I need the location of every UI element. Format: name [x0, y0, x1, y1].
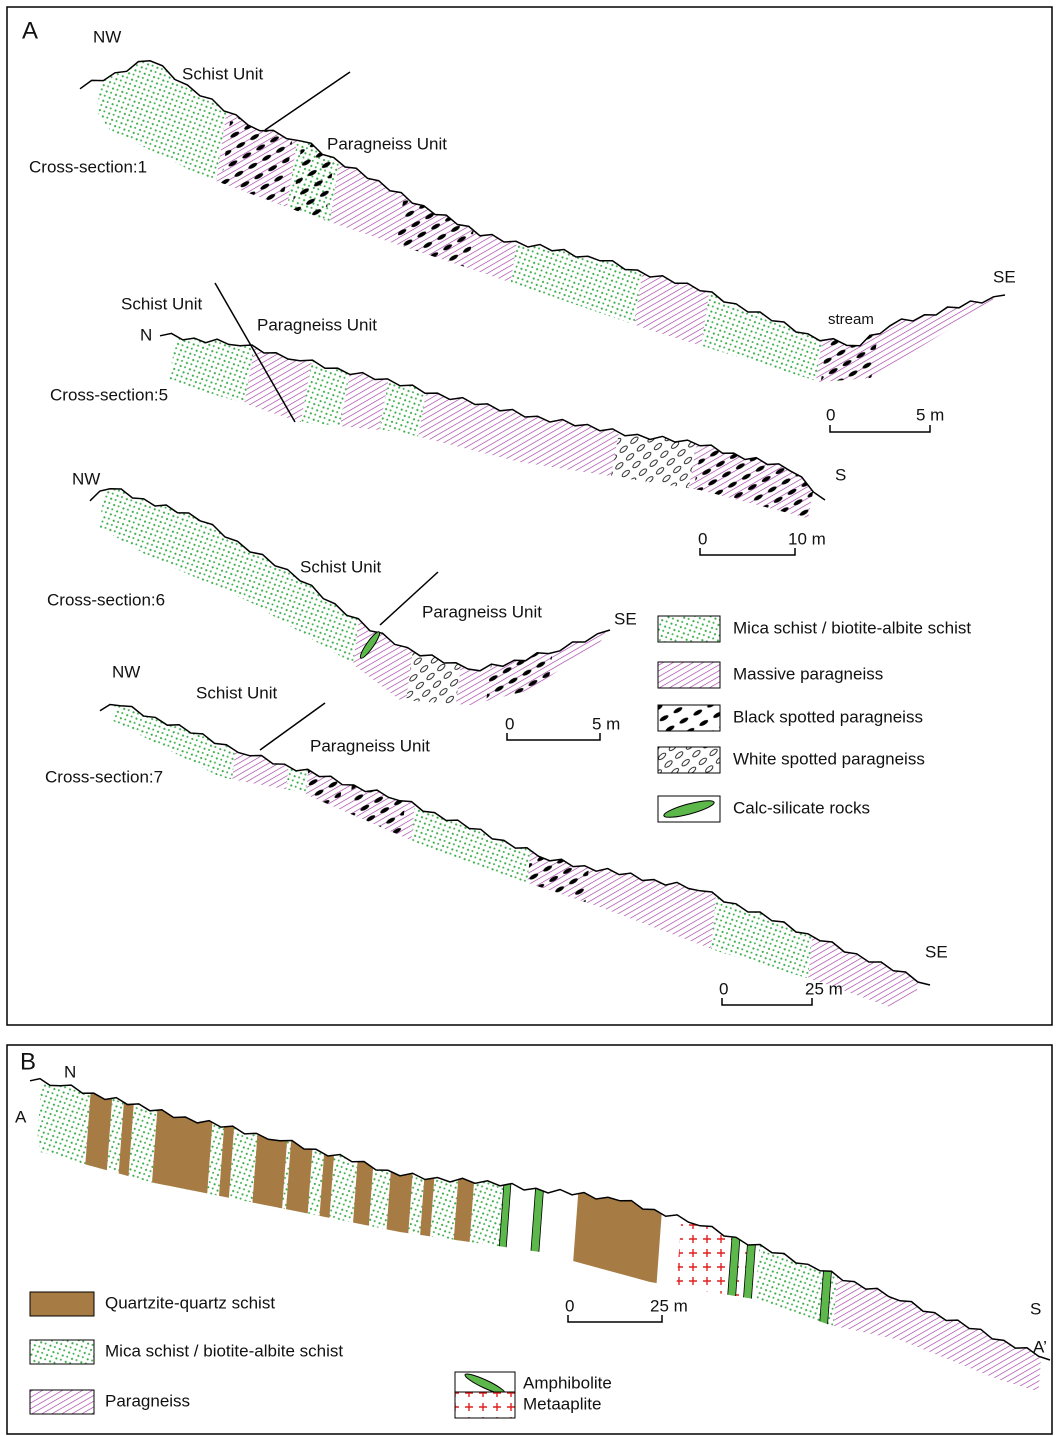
- rock-unit: [668, 1074, 762, 1400]
- unit-label: Schist Unit: [300, 557, 382, 576]
- legend-label: Metaaplite: [523, 1394, 601, 1413]
- rock-unit: [815, 56, 1030, 387]
- profile-point: A’: [1033, 1337, 1047, 1356]
- rock-unit: [736, 1074, 768, 1400]
- note: stream: [828, 311, 874, 328]
- direction: N: [64, 1062, 76, 1081]
- legend-swatch: [30, 1292, 94, 1316]
- rock-unit: [805, 700, 945, 1013]
- direction: SE: [925, 942, 948, 961]
- rock-unit: [515, 700, 735, 1013]
- rock-unit: [520, 1074, 552, 1400]
- legend-swatch: [658, 747, 720, 773]
- direction: SE: [993, 267, 1016, 286]
- direction: NW: [93, 27, 121, 46]
- rock-unit: [828, 1074, 1059, 1400]
- legend-swatch: [30, 1390, 94, 1414]
- legend-swatch: [658, 662, 720, 688]
- scale-label: 0: [719, 979, 728, 998]
- figure: Mica schist / biotite-albite schist Mass…: [0, 0, 1059, 1436]
- scale-label: 0: [698, 529, 707, 548]
- legend-label: Quartzite-quartz schist: [105, 1293, 275, 1312]
- legend-label: White spotted paragneiss: [733, 749, 925, 768]
- legend-swatch: [658, 616, 720, 642]
- panel-label: B: [20, 1048, 36, 1075]
- unit-label: Paragneiss Unit: [327, 134, 447, 153]
- rock-unit: [455, 56, 545, 387]
- rock-unit: [340, 1074, 380, 1400]
- rock-unit: [142, 328, 258, 525]
- rock-unit: [485, 484, 575, 710]
- legend-label: Mica schist / biotite-albite schist: [733, 618, 971, 637]
- rock-unit: [374, 1074, 420, 1400]
- unit-label: Paragneiss Unit: [310, 736, 430, 755]
- rock-unit: [265, 700, 315, 1013]
- fault-line: [265, 72, 350, 130]
- rock-unit: [602, 328, 718, 525]
- scale-label: 5 m: [916, 405, 944, 424]
- legend-label: Mica schist / biotite-albite schist: [105, 1341, 343, 1360]
- direction: N: [140, 325, 152, 344]
- section-title: Cross-section:7: [45, 767, 163, 786]
- legend-label: Paragneiss: [105, 1391, 190, 1410]
- scale-label: 10 m: [788, 529, 826, 548]
- rock-unit: [695, 56, 865, 387]
- direction: SE: [614, 609, 637, 628]
- legend-label: Amphibolite: [523, 1373, 612, 1392]
- legend-label: Black spotted paragneiss: [733, 707, 923, 726]
- rock-unit: [545, 484, 625, 710]
- topography: [80, 61, 1005, 346]
- rock-unit: [748, 1074, 852, 1400]
- scale-label: 25 m: [805, 979, 843, 998]
- unit-label: Schist Unit: [121, 294, 203, 313]
- legend-swatch: [658, 705, 720, 731]
- scale-label: 25 m: [650, 1296, 688, 1315]
- scale-label: 0: [505, 714, 514, 733]
- unit-label: Paragneiss Unit: [257, 315, 377, 334]
- rock-unit: [85, 700, 240, 1013]
- legend-label: Calc-silicate rocks: [733, 798, 870, 817]
- direction: NW: [72, 469, 100, 488]
- legend-swatch: [30, 1340, 94, 1364]
- rock-unit: [563, 1074, 672, 1400]
- sections: [18, 56, 1059, 1400]
- scale-bar: [507, 733, 600, 740]
- section-title: Cross-section:6: [47, 590, 165, 609]
- section-title: Cross-section:1: [29, 157, 147, 176]
- rock-unit: [282, 328, 358, 525]
- unit-label: Schist Unit: [182, 64, 264, 83]
- cross-section: [142, 328, 843, 525]
- profile-point: A: [15, 1107, 27, 1126]
- section-title: Cross-section:5: [50, 385, 168, 404]
- legend-label: Massive paragneiss: [733, 664, 883, 683]
- scale-bar: [722, 998, 812, 1005]
- legend-swatch: [455, 1392, 515, 1418]
- scale-bar: [830, 425, 930, 432]
- scale-label: 0: [826, 405, 835, 424]
- rock-unit: [402, 328, 638, 525]
- unit-label: Paragneiss Unit: [422, 602, 542, 621]
- cross-section: [55, 56, 1030, 387]
- panel-label: A: [22, 17, 38, 44]
- direction: S: [835, 465, 846, 484]
- cross-section: [85, 700, 945, 1013]
- scale-label: 0: [565, 1296, 574, 1315]
- scale-bar: [568, 1315, 662, 1322]
- scale-label: 5 m: [592, 714, 620, 733]
- unit-label: Schist Unit: [196, 683, 278, 702]
- rock-unit: [814, 1074, 846, 1400]
- scale-bar: [700, 548, 795, 555]
- direction: NW: [112, 662, 140, 681]
- direction: S: [1030, 1299, 1041, 1318]
- rock-unit: [495, 56, 675, 387]
